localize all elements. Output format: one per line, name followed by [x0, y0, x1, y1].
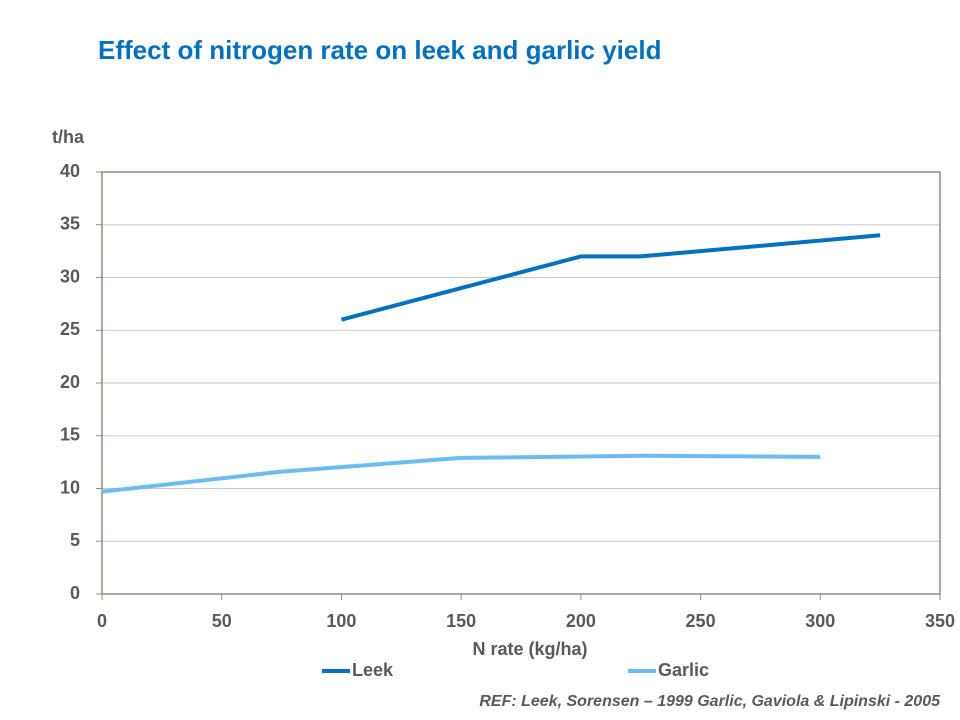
- x-tick-label: 200: [566, 611, 596, 631]
- x-tick-label: 250: [686, 611, 716, 631]
- y-tick-label: 30: [60, 266, 80, 286]
- x-tick-label: 100: [326, 611, 356, 631]
- legend-label: Garlic: [658, 660, 709, 680]
- y-tick-label: 20: [60, 372, 80, 392]
- x-axis-label: N rate (kg/ha): [472, 639, 587, 659]
- x-tick-label: 150: [446, 611, 476, 631]
- legend-label: Leek: [352, 660, 394, 680]
- y-tick-label: 0: [70, 583, 80, 603]
- y-tick-label: 25: [60, 319, 80, 339]
- y-tick-label: 15: [60, 425, 80, 445]
- line-series: [340, 233, 881, 322]
- x-tick-label: 0: [97, 611, 107, 631]
- x-tick-label: 300: [805, 611, 835, 631]
- x-tick-label: 350: [925, 611, 955, 631]
- line-series: [101, 453, 821, 494]
- y-tick-label: 10: [60, 477, 80, 497]
- y-tick-label: 40: [60, 161, 80, 181]
- y-tick-label: 5: [70, 530, 80, 550]
- y-tick-label: 35: [60, 214, 80, 234]
- y-axis-label: t/ha: [52, 127, 85, 147]
- plot-border: [101, 171, 941, 595]
- x-tick-label: 50: [212, 611, 232, 631]
- reference: REF: Leek, Sorensen – 1999 Garlic, Gavio…: [479, 693, 941, 710]
- chart-title: Effect of nitrogen rate on leek and garl…: [98, 35, 661, 65]
